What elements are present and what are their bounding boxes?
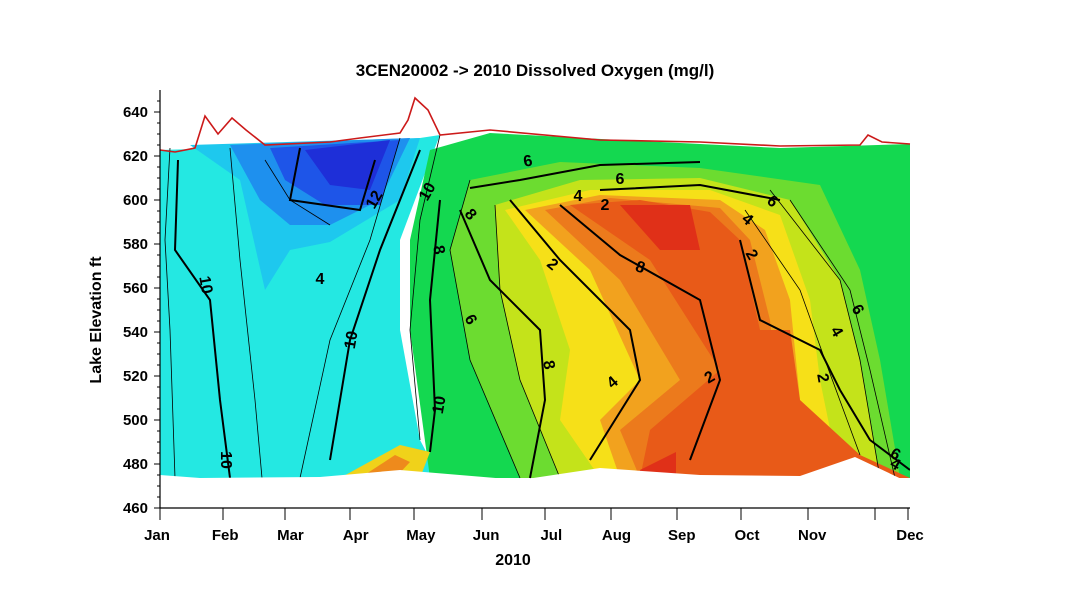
- contour-lines-thin: [164, 134, 896, 479]
- y-axis-ticks: [154, 100, 160, 509]
- x-axis-label: 2010: [495, 552, 531, 569]
- y-tick-label: 460: [123, 500, 148, 517]
- x-grid-ticks: [159, 508, 909, 520]
- surface-elevation-line: [159, 96, 911, 153]
- y-tick-label: 580: [123, 236, 148, 253]
- contour-label: 4: [574, 188, 583, 205]
- y-tick-label: 540: [123, 324, 148, 341]
- y-axis-tick-labels: 460 480 500 520 540 560 580 600 620 640: [123, 104, 148, 517]
- x-tick-label: Mar: [277, 527, 304, 544]
- contour-lines-major: [173, 147, 910, 479]
- contour-label: 10: [195, 275, 215, 296]
- contour-label: 4: [316, 271, 325, 288]
- band-red: [620, 205, 700, 250]
- x-tick-label: Oct: [734, 527, 759, 544]
- band-bottom-yellow: [340, 445, 430, 478]
- x-tick-label: May: [406, 527, 436, 544]
- y-tick-label: 620: [123, 148, 148, 165]
- y-tick-label: 600: [123, 192, 148, 209]
- lakebed: [160, 457, 910, 508]
- x-tick-label: Sep: [668, 527, 696, 544]
- x-tick-label: Jan: [144, 527, 170, 544]
- x-tick-label: Apr: [343, 527, 369, 544]
- contour-label: 10: [430, 395, 450, 416]
- contour-label: 6: [616, 171, 625, 188]
- contour-field: [160, 133, 910, 479]
- contour-label: 10: [217, 451, 234, 469]
- y-tick-label: 640: [123, 104, 148, 121]
- contour-label: 2: [601, 197, 610, 214]
- y-tick-label: 480: [123, 456, 148, 473]
- x-axis-tick-labels: Jan Feb Mar Apr May Jun Jul Aug Sep Oct Nov Dec: [144, 527, 924, 544]
- band-cyan: [160, 135, 440, 478]
- band-red-orange: [570, 200, 910, 478]
- x-tick-label: Aug: [602, 527, 631, 544]
- x-tick-label: Dec: [896, 527, 924, 544]
- contour-label: 6: [522, 153, 534, 171]
- x-tick-label: Jul: [540, 527, 562, 544]
- y-tick-label: 500: [123, 412, 148, 429]
- contour-label: 8: [429, 244, 447, 256]
- contour-label: 10: [342, 330, 362, 351]
- y-tick-label: 560: [123, 280, 148, 297]
- x-tick-label: Jun: [473, 527, 500, 544]
- contour-label: 8: [539, 359, 557, 371]
- chart-title: 3CEN20002 -> 2010 Dissolved Oxygen (mg/l…: [356, 61, 715, 80]
- y-tick-label: 520: [123, 368, 148, 385]
- contour-label: 10: [416, 180, 440, 204]
- x-tick-label: Feb: [212, 527, 239, 544]
- contour-label: 2: [813, 372, 831, 384]
- x-tick-label: Nov: [798, 527, 827, 544]
- contour-label: 12: [363, 188, 387, 212]
- y-axis-label: Lake Elevation ft: [88, 256, 105, 384]
